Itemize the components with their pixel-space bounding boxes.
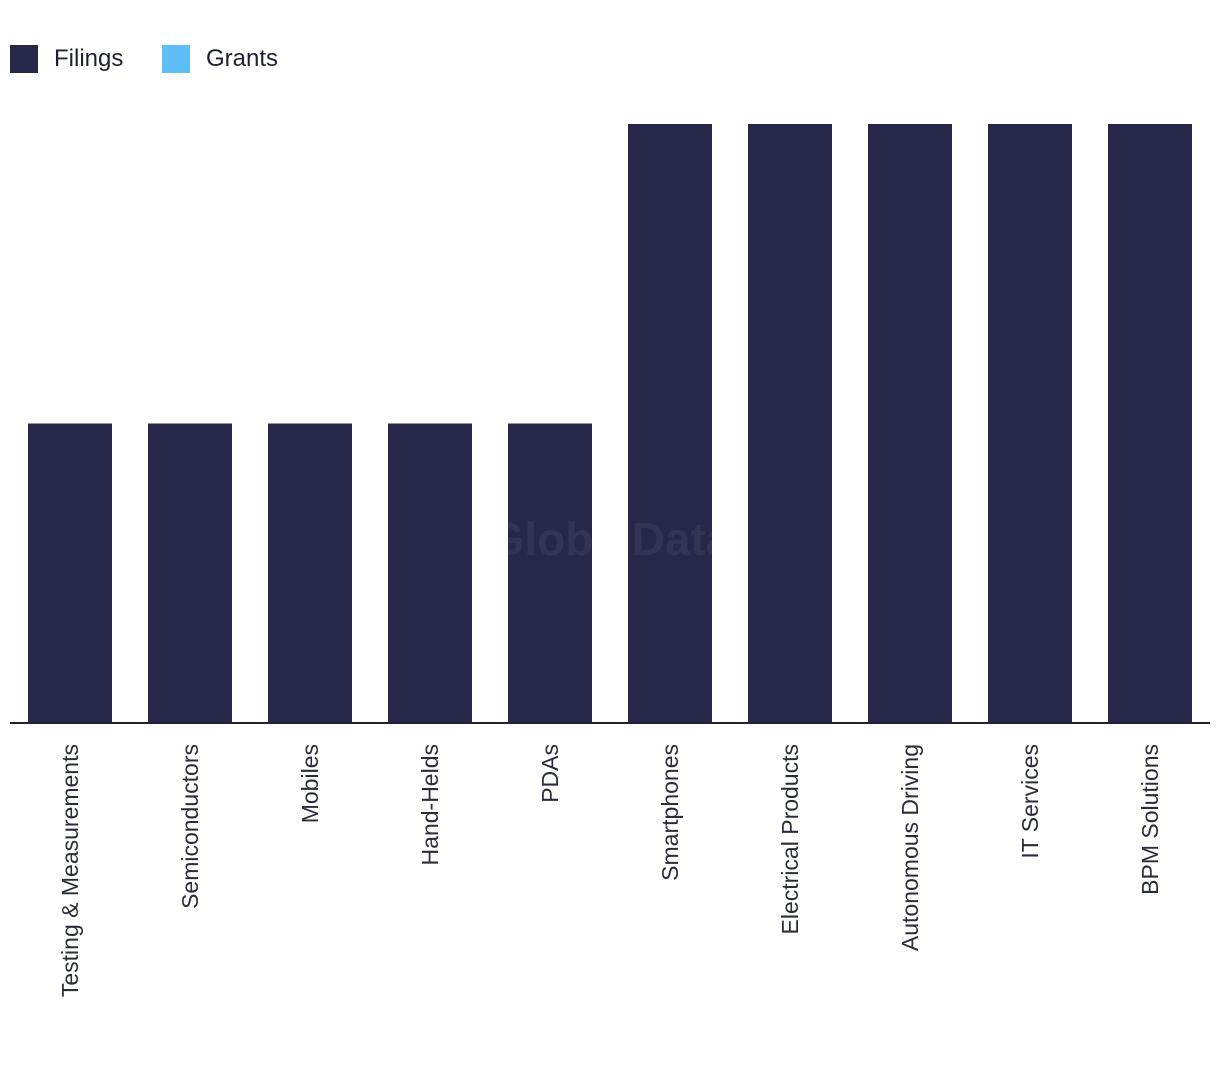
x-tick-labels: Testing & Measurements Semiconductors Mobi… [57, 744, 1163, 997]
x-tick-label-7: Autonomous Driving [897, 744, 923, 951]
watermark-text: GlobalData [489, 513, 732, 565]
x-tick-label-1: Semiconductors [177, 744, 203, 909]
x-tick-label-8: IT Services [1017, 744, 1043, 859]
bars [28, 124, 1192, 723]
bar-filings-8 [988, 124, 1072, 723]
legend-label-grants: Grants [206, 45, 278, 72]
x-tick-label-5: Smartphones [657, 744, 683, 881]
x-tick-label-9: BPM Solutions [1137, 744, 1163, 895]
bar-filings-3 [388, 423, 472, 723]
bar-filings-7 [868, 124, 952, 723]
legend: Filings Grants [10, 45, 278, 73]
bar-filings-1 [148, 423, 232, 723]
bar-filings-4 [508, 423, 592, 723]
x-tick-label-2: Mobiles [297, 744, 323, 823]
bar-filings-6 [748, 124, 832, 723]
x-tick-label-3: Hand-Helds [417, 744, 443, 865]
bar-filings-5 [628, 124, 712, 723]
legend-label-filings: Filings [54, 45, 123, 72]
legend-swatch-filings [10, 45, 38, 73]
x-tick-label-6: Electrical Products [777, 744, 803, 934]
legend-swatch-grants [162, 45, 190, 73]
bar-filings-9 [1108, 124, 1192, 723]
x-tick-label-4: PDAs [537, 744, 563, 803]
bar-filings-2 [268, 423, 352, 723]
x-tick-label-0: Testing & Measurements [57, 744, 83, 997]
bar-filings-0 [28, 423, 112, 723]
